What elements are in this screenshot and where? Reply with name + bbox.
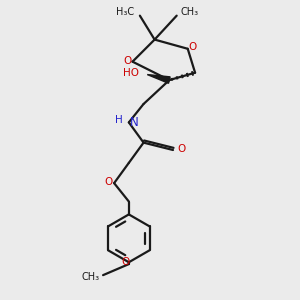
Text: O: O xyxy=(122,257,130,267)
Text: H: H xyxy=(115,115,122,124)
Text: O: O xyxy=(105,177,113,187)
Text: N: N xyxy=(130,116,139,129)
Text: HO: HO xyxy=(123,68,139,78)
Text: CH₃: CH₃ xyxy=(81,272,99,282)
Text: CH₃: CH₃ xyxy=(180,7,199,17)
Text: O: O xyxy=(178,144,186,154)
Text: H₃C: H₃C xyxy=(116,7,134,17)
Text: O: O xyxy=(188,42,196,52)
Polygon shape xyxy=(147,74,170,83)
Text: O: O xyxy=(124,56,132,66)
